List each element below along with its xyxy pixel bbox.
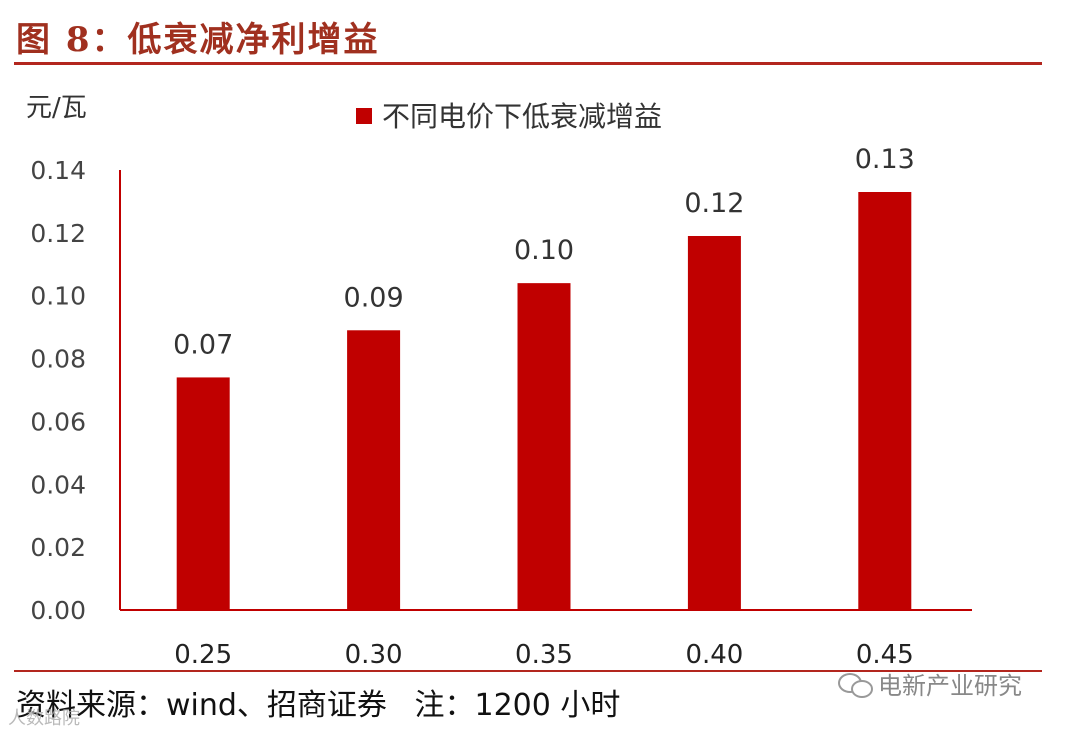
- bar: [858, 192, 912, 610]
- bar: [517, 283, 571, 610]
- data-label: 0.12: [684, 188, 744, 219]
- watermark-left: 人数路院: [8, 708, 80, 729]
- legend-swatch: [356, 108, 372, 124]
- figure-title: 图 8：低衰减净利增益: [16, 20, 380, 60]
- bar-chart: 元/瓦 不同电价下低衰减增益 0.00 0.02 0.04 0.06 0.08 0.10 0.1…: [26, 93, 972, 670]
- y-tick-label: 0.06: [30, 407, 86, 436]
- x-tick-label: 0.35: [515, 640, 573, 670]
- y-tick-label: 0.08: [30, 345, 86, 374]
- y-axis-unit-label: 元/瓦: [26, 93, 87, 123]
- legend-label: 不同电价下低衰减增益: [382, 100, 662, 133]
- y-tick-label: 0.02: [30, 533, 86, 562]
- top-rule: [14, 62, 1042, 65]
- x-tick-label: 0.25: [174, 640, 232, 670]
- bar: [347, 330, 401, 610]
- data-label: 0.07: [173, 329, 233, 360]
- wechat-icon: [838, 672, 873, 698]
- y-tick-label: 0.12: [30, 219, 86, 248]
- bar: [687, 236, 741, 610]
- source-text: 资料来源：wind、招商证券: [16, 688, 387, 723]
- y-tick-label: 0.10: [30, 282, 86, 311]
- note-text: 注：1200 小时: [414, 688, 621, 723]
- source-line: 资料来源：wind、招商证券 注：1200 小时: [16, 680, 638, 724]
- watermark-right-text: 电新产业研究: [878, 672, 1022, 700]
- bottom-rule: [14, 670, 1042, 672]
- y-tick-label: 0.04: [30, 470, 86, 499]
- x-tick-label: 0.45: [856, 640, 914, 670]
- watermark-right: 电新产业研究: [838, 666, 1022, 701]
- data-label: 0.10: [514, 235, 574, 266]
- data-label: 0.13: [855, 144, 915, 175]
- data-label: 0.09: [344, 282, 404, 313]
- x-tick-label: 0.40: [685, 640, 743, 670]
- bar: [176, 377, 230, 610]
- y-tick-label: 0.00: [30, 596, 86, 625]
- y-tick-label: 0.14: [30, 156, 86, 185]
- x-tick-label: 0.30: [345, 640, 403, 670]
